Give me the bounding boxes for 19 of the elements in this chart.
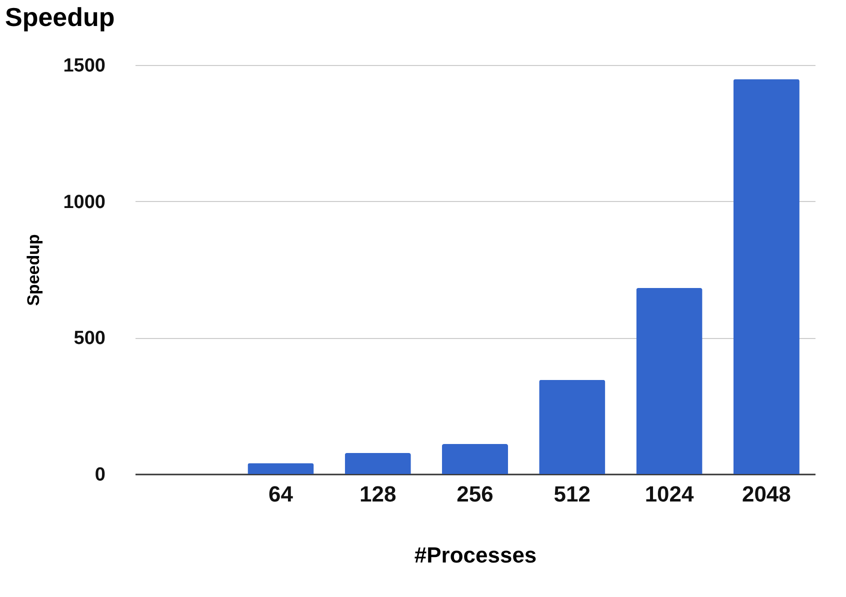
x-tick-label: 256 bbox=[456, 482, 494, 506]
bar bbox=[733, 79, 800, 474]
bar bbox=[539, 380, 606, 474]
bar bbox=[248, 463, 314, 474]
bar bbox=[636, 288, 702, 474]
y-tick-label: 0 bbox=[94, 464, 106, 486]
x-tick-label: 2048 bbox=[742, 482, 791, 506]
x-axis-title: #Processes bbox=[414, 542, 537, 568]
y-axis-title: Speedup bbox=[24, 234, 44, 306]
y-tick-label: 500 bbox=[74, 328, 106, 350]
x-tick-label: 64 bbox=[268, 482, 294, 506]
y-tick-label: 1500 bbox=[63, 56, 106, 76]
chart-title: Speedup bbox=[5, 2, 115, 32]
x-tick-label: 128 bbox=[360, 482, 396, 506]
x-tick-label: 1024 bbox=[644, 482, 695, 506]
y-tick-label: 1000 bbox=[63, 192, 106, 213]
bar bbox=[344, 453, 411, 474]
x-tick-label: 512 bbox=[554, 482, 590, 506]
bar bbox=[442, 444, 508, 474]
